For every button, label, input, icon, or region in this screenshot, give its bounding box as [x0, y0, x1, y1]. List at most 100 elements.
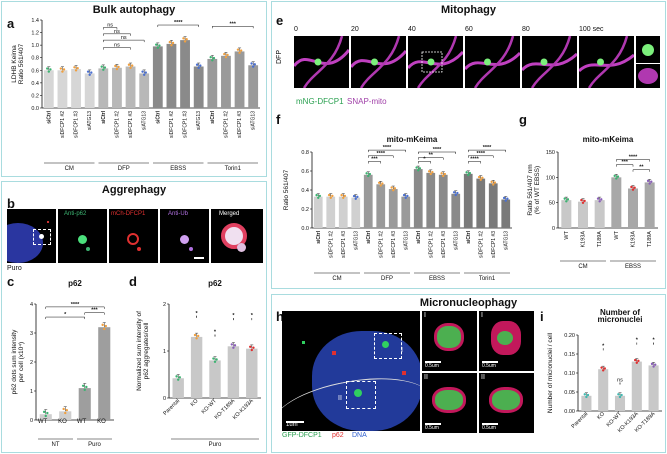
data-point: [377, 181, 381, 184]
data-point: [185, 38, 188, 41]
data-point: [215, 358, 218, 361]
group-label: Torin1: [225, 166, 242, 172]
category-label: siCtrl: [316, 230, 322, 243]
bar: [561, 200, 572, 228]
mito-network: [408, 36, 463, 88]
category-label: siDFCP1 #2: [223, 111, 229, 138]
legend-snap-mito: SNAP-mito: [347, 97, 387, 106]
significance-label: ***: [371, 157, 378, 163]
render-I-a: I 0.5um: [422, 311, 477, 371]
y-tick-label: 0: [30, 418, 33, 424]
bar: [98, 327, 111, 420]
significance-bracket: [468, 149, 506, 153]
bar: [43, 70, 54, 108]
significance-bracket: [418, 161, 431, 164]
legend-dna: DNA: [352, 432, 367, 439]
data-point: [44, 414, 47, 418]
bar: [78, 388, 91, 420]
data-point: [617, 393, 620, 396]
mito-filament: [530, 36, 572, 88]
data-point: [586, 393, 590, 397]
render-II-b: II 0.5um: [479, 373, 534, 433]
data-point: [49, 68, 52, 71]
data-point: [156, 46, 160, 49]
data-point: [86, 70, 90, 73]
panel-letter: g: [519, 112, 527, 127]
data-point: [368, 172, 372, 176]
data-point: [224, 55, 228, 59]
data-point: [47, 70, 51, 73]
significance-bracket: [368, 149, 406, 153]
panel-mitophagy: Mitophagy e 0 20 40 60 80 100 sec DFP mNG-DFC…: [271, 1, 666, 289]
y-tick-label: 0.20: [564, 333, 575, 339]
mito-filament: [473, 36, 515, 88]
data-point: [492, 183, 495, 186]
legend-mng-dfcp1: mNG-DFCP1: [296, 97, 344, 106]
data-point: [327, 193, 331, 197]
y-tick-label: 1.2: [31, 31, 39, 37]
bar: [59, 411, 72, 420]
render-roman: I: [481, 312, 483, 319]
micrograph-p62: Anti-p62: [58, 209, 107, 263]
timepoint-label: 0: [294, 26, 298, 33]
data-point: [477, 175, 481, 179]
significance-label: *: [602, 343, 605, 349]
data-point: [633, 186, 636, 189]
category-label: siDFCP1 #3: [491, 231, 497, 258]
timelapse-frame: [408, 36, 463, 88]
data-point: [317, 196, 320, 199]
data-point: [182, 37, 185, 40]
data-point: [600, 366, 603, 369]
significance-label: *: [64, 312, 67, 318]
significance-label: ****: [433, 147, 442, 153]
data-point: [193, 333, 197, 337]
data-point: [158, 44, 161, 47]
category-label: siCtrl: [155, 110, 161, 123]
significance-bracket: [468, 161, 481, 164]
data-point: [88, 73, 91, 76]
data-point: [650, 362, 654, 366]
bar: [139, 73, 150, 108]
group-label: EBSS: [625, 264, 641, 270]
group-label: Puro: [209, 442, 222, 448]
significance-label: *: [196, 311, 199, 317]
y-tick-label: 0.05: [564, 390, 575, 396]
data-point: [103, 66, 107, 69]
dfcp1-puncta: [371, 58, 378, 66]
significance-label: ****: [376, 151, 385, 157]
chart-a: LDHB Keima Ratio 561/407 0.0 0.2 0.4 0.6 0.8 1.…: [11, 18, 260, 172]
chart-title: p62: [68, 279, 82, 288]
significance-label: ns: [114, 43, 120, 49]
data-point: [130, 64, 134, 67]
zoom-inset: [636, 36, 660, 88]
data-point: [252, 346, 255, 349]
bar: [451, 193, 461, 228]
panel-bulk-autophagy: Bulk autophagy a LDHB Keima Ratio 561/407…: [1, 1, 267, 177]
chart-g: mito-mKeima Ratio 561/407 nm (% of WT EBSS…: [527, 135, 658, 270]
bar: [326, 196, 336, 228]
group-label: CM: [578, 264, 587, 270]
bar: [476, 178, 486, 228]
data-point: [76, 66, 79, 70]
data-point: [600, 198, 603, 201]
significance-bracket: [157, 24, 199, 28]
data-point: [654, 363, 657, 366]
category-label: siCtrl: [101, 110, 107, 123]
category-label: siDFCP1 #2: [378, 231, 384, 258]
data-point: [634, 358, 637, 362]
bar: [488, 183, 498, 228]
data-point: [650, 180, 653, 183]
category-label: KO: [58, 419, 67, 425]
data-point: [195, 337, 198, 340]
section-title: Mitophagy: [441, 4, 496, 16]
channel-label: Anti-Ub: [168, 211, 189, 217]
bar: [614, 395, 626, 411]
bar: [152, 46, 163, 108]
render-grid: I 0.5um I 0.5um II 0.5um II 0.5um: [422, 311, 534, 433]
significance-bracket: [368, 155, 394, 158]
dfcp1-puncta: [427, 58, 435, 66]
data-point: [504, 199, 507, 202]
chart-d: p62 Normalized sum intensity of p62 aggreg…: [136, 279, 261, 448]
scale-label: 0.5um: [482, 363, 496, 369]
